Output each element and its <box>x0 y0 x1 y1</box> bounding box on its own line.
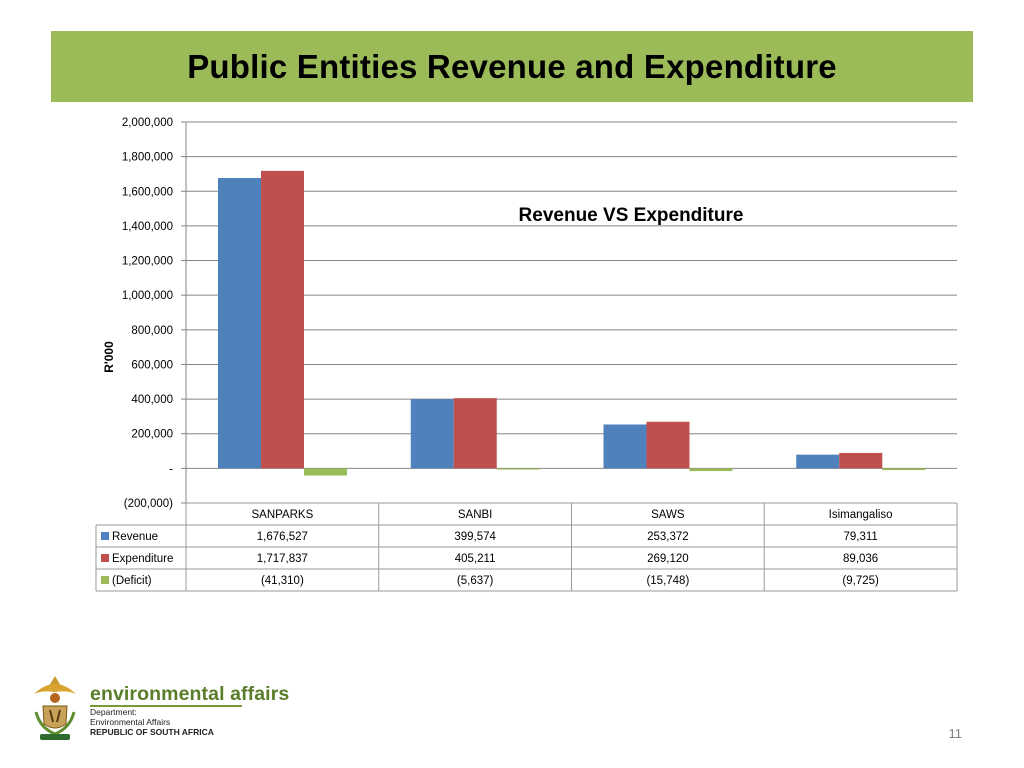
bar <box>496 468 540 470</box>
page-number: 11 <box>948 726 963 741</box>
bar <box>839 452 883 469</box>
bar <box>603 424 647 469</box>
bar <box>796 454 840 469</box>
table-value: 405,211 <box>455 553 496 565</box>
legend-swatch <box>101 532 109 540</box>
logo-line-department: Department: <box>90 707 137 717</box>
y-tick-label: 600,000 <box>131 359 173 371</box>
logo-line-ministry: Environmental Affairs <box>90 717 171 727</box>
y-tick-label: 800,000 <box>131 325 173 337</box>
table-value: (9,725) <box>842 575 879 587</box>
y-tick-label: 1,800,000 <box>122 152 173 164</box>
y-tick-label: 1,000,000 <box>122 290 173 302</box>
y-tick-label: 1,200,000 <box>122 256 173 268</box>
department-logo: environmental affairs Department: Enviro… <box>26 672 289 746</box>
bar <box>646 421 690 469</box>
category-label: Isimangaliso <box>829 509 893 521</box>
table-value: 79,311 <box>843 531 877 543</box>
table-value: 1,676,527 <box>257 531 308 543</box>
logo-line-country: REPUBLIC OF SOUTH AFRICA <box>90 727 214 737</box>
legend-swatch <box>101 554 109 562</box>
table-value: 1,717,837 <box>257 553 308 565</box>
legend-label: (Deficit) <box>112 575 152 587</box>
table-value: (15,748) <box>646 575 689 587</box>
table-value: (41,310) <box>261 575 304 587</box>
category-label: SANBI <box>458 509 493 521</box>
y-tick-label: 1,600,000 <box>122 186 173 198</box>
bar <box>304 468 347 476</box>
bar <box>218 178 261 469</box>
logo-wordmark: environmental affairs <box>90 683 290 705</box>
bar <box>453 398 497 469</box>
logo-divider <box>90 705 242 707</box>
y-tick-label: 2,000,000 <box>122 117 173 129</box>
chart-title: Revenue VS Expenditure <box>519 205 744 226</box>
title-bar: Public Entities Revenue and Expenditure <box>51 31 973 102</box>
y-tick-label: 200,000 <box>131 429 173 441</box>
bar <box>689 468 733 472</box>
table-value: (5,637) <box>457 575 494 587</box>
coat-of-arms-icon <box>34 676 76 740</box>
category-label: SAWS <box>651 509 685 521</box>
y-tick-label: - <box>169 463 173 475</box>
table-value: 89,036 <box>843 553 878 565</box>
category-label: SANPARKS <box>251 509 313 521</box>
bar <box>410 399 454 469</box>
bar <box>882 468 926 471</box>
legend-label: Revenue <box>112 531 158 543</box>
table-value: 269,120 <box>647 553 689 565</box>
bar <box>261 170 304 469</box>
y-tick-label: 1,400,000 <box>122 221 173 233</box>
y-tick-label: (200,000) <box>124 498 173 510</box>
y-tick-label: 400,000 <box>131 394 173 406</box>
table-value: 399,574 <box>454 531 496 543</box>
legend-label: Expenditure <box>112 553 173 565</box>
table-value: 253,372 <box>647 531 689 543</box>
legend-swatch <box>101 576 109 584</box>
y-axis-label: R'000 <box>102 341 116 373</box>
slide-title: Public Entities Revenue and Expenditure <box>187 47 837 85</box>
